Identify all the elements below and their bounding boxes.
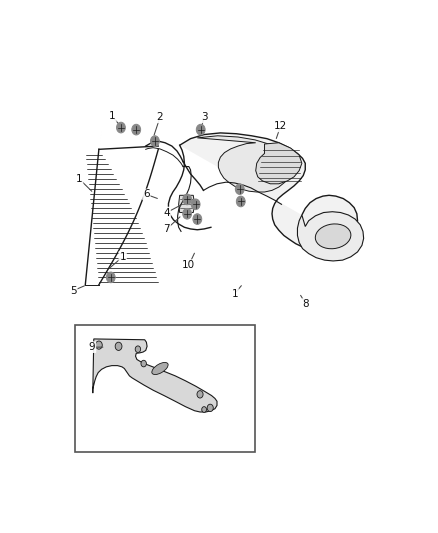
- Circle shape: [196, 124, 205, 135]
- Text: 6: 6: [143, 189, 150, 199]
- Polygon shape: [197, 136, 292, 192]
- Text: 4: 4: [163, 207, 170, 217]
- Circle shape: [117, 122, 125, 133]
- Text: 1: 1: [231, 289, 238, 299]
- Text: 3: 3: [201, 112, 208, 122]
- Text: 10: 10: [182, 260, 195, 270]
- Text: 8: 8: [303, 299, 309, 309]
- Text: 5: 5: [70, 286, 77, 295]
- Text: 1: 1: [109, 111, 116, 122]
- Circle shape: [207, 404, 213, 411]
- Circle shape: [191, 199, 200, 209]
- Polygon shape: [180, 133, 357, 249]
- Circle shape: [151, 136, 159, 147]
- Polygon shape: [93, 339, 217, 412]
- Polygon shape: [297, 212, 364, 261]
- Circle shape: [237, 196, 245, 207]
- Circle shape: [141, 360, 146, 367]
- Text: 1: 1: [76, 174, 82, 184]
- Ellipse shape: [152, 362, 168, 375]
- Polygon shape: [256, 143, 302, 184]
- Circle shape: [183, 208, 191, 219]
- Text: 1: 1: [119, 252, 126, 262]
- Circle shape: [197, 391, 203, 398]
- Polygon shape: [179, 195, 194, 213]
- Bar: [75, 325, 255, 452]
- Ellipse shape: [315, 224, 351, 249]
- Circle shape: [132, 124, 141, 135]
- Circle shape: [95, 341, 102, 349]
- Circle shape: [135, 346, 141, 352]
- Text: 9: 9: [89, 342, 95, 352]
- Text: 12: 12: [274, 122, 287, 131]
- Circle shape: [183, 194, 191, 205]
- Circle shape: [106, 272, 115, 282]
- Circle shape: [202, 407, 206, 413]
- Text: 7: 7: [163, 224, 170, 234]
- Circle shape: [235, 184, 244, 195]
- Circle shape: [193, 214, 202, 224]
- Circle shape: [115, 342, 122, 350]
- Text: 2: 2: [157, 112, 163, 122]
